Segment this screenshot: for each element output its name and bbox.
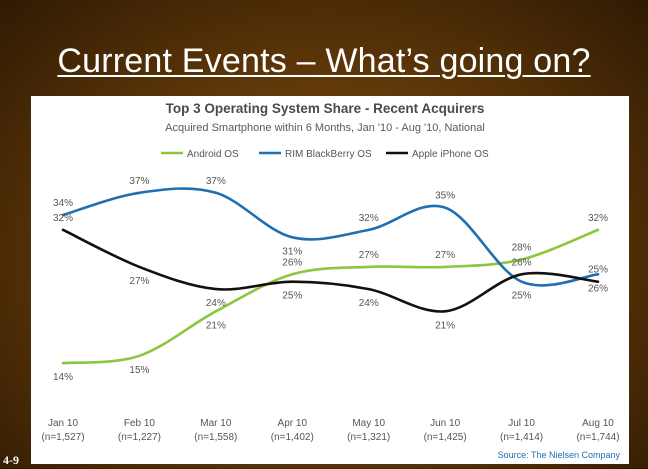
data-label-rim: 31% <box>282 246 302 257</box>
legend-label: RIM BlackBerry OS <box>285 149 372 160</box>
series-line-rim <box>63 189 598 286</box>
x-tick-label: Jul 10 <box>508 418 535 429</box>
data-label-apple: 25% <box>588 265 608 276</box>
x-tick-count: (n=1,321) <box>347 432 390 443</box>
legend-item: Apple iPhone OS <box>386 149 489 160</box>
x-tick-count: (n=1,402) <box>271 432 314 443</box>
data-label-rim: 35% <box>435 191 455 202</box>
data-label-android: 14% <box>53 372 73 383</box>
data-label-android: 32% <box>588 213 608 224</box>
chart-legend: Android OS RIM BlackBerry OS Apple iPhone … <box>161 149 489 160</box>
x-tick-label: Jan 10 <box>48 418 78 429</box>
x-tick-count: (n=1,414) <box>500 432 543 443</box>
x-tick-label: Aug 10 <box>582 418 614 429</box>
data-label-apple: 24% <box>206 298 226 309</box>
data-label-rim: 25% <box>512 291 532 302</box>
data-label-rim: 37% <box>129 176 149 187</box>
x-tick-label: May 10 <box>352 418 385 429</box>
data-label-android: 28% <box>512 242 532 253</box>
x-tick-label: Jun 10 <box>430 418 460 429</box>
data-label-apple: 27% <box>129 276 149 287</box>
x-tick-label: Apr 10 <box>278 418 308 429</box>
data-label-apple: 26% <box>512 257 532 268</box>
slide-title: Current Events – What’s going on? <box>0 42 648 81</box>
data-label-rim: 37% <box>206 176 226 187</box>
data-label-android: 21% <box>206 320 226 331</box>
x-axis-labels: Jan 10 (n=1,527) Feb 10 (n=1,227) Mar 10 (n=1… <box>41 418 619 443</box>
x-tick-count: (n=1,527) <box>41 432 84 443</box>
data-label-apple: 21% <box>435 320 455 331</box>
legend-item: Android OS <box>161 149 239 160</box>
x-tick-label: Mar 10 <box>200 418 232 429</box>
x-tick-count: (n=1,558) <box>194 432 237 443</box>
os-share-line-chart: Top 3 Operating System Share - Recent Ac… <box>31 96 629 464</box>
data-label-android: 27% <box>359 250 379 261</box>
data-label-android: 26% <box>282 257 302 268</box>
data-label-layer: 14% 15% 21% 26% 27% 27% 28% 32% 34% 37% 37% 31% 32% 3… <box>53 176 608 383</box>
x-tick-count: (n=1,227) <box>118 432 161 443</box>
data-label-rim: 26% <box>588 283 608 294</box>
data-label-android: 27% <box>435 250 455 261</box>
data-label-android: 15% <box>129 365 149 376</box>
x-tick-count: (n=1,425) <box>424 432 467 443</box>
legend-item: RIM BlackBerry OS <box>259 149 372 160</box>
data-label-apple: 24% <box>359 298 379 309</box>
chart-source: Source: The Nielsen Company <box>498 450 621 460</box>
x-tick-label: Feb 10 <box>124 418 156 429</box>
legend-label: Android OS <box>187 149 239 160</box>
legend-label: Apple iPhone OS <box>412 149 489 160</box>
x-tick-count: (n=1,744) <box>576 432 619 443</box>
page-number: 4-9 <box>3 453 19 468</box>
data-label-apple: 32% <box>53 213 73 224</box>
data-label-rim: 34% <box>53 198 73 209</box>
data-label-apple: 25% <box>282 291 302 302</box>
chart-panel: Top 3 Operating System Share - Recent Ac… <box>31 96 629 464</box>
chart-title: Top 3 Operating System Share - Recent Ac… <box>166 101 485 116</box>
data-label-rim: 32% <box>359 213 379 224</box>
chart-subtitle: Acquired Smartphone within 6 Months, Jan… <box>165 122 485 134</box>
